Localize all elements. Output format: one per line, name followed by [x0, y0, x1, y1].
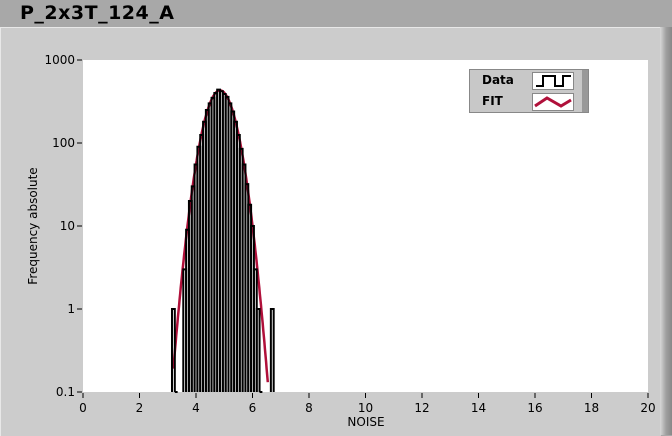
window-title: P_2x3T_124_A: [20, 2, 175, 24]
y-tick-label: 100: [52, 136, 75, 150]
legend-item-data[interactable]: Data: [470, 70, 582, 90]
y-tick-label: 10: [60, 219, 75, 233]
plot-legend[interactable]: Data FIT: [469, 69, 589, 113]
x-axis-label: NOISE: [347, 415, 384, 429]
x-tick-label: 14: [471, 401, 486, 415]
x-tick-label: 18: [584, 401, 599, 415]
y-tick-label: 1: [67, 302, 75, 316]
x-tick-label: 6: [249, 401, 257, 415]
line-plot-icon: [532, 93, 574, 111]
x-tick-label: 12: [414, 401, 429, 415]
x-tick-label: 10: [358, 401, 373, 415]
y-axis-label: Frequency absolute: [26, 167, 40, 284]
x-tick-label: 4: [192, 401, 200, 415]
x-tick-label: 2: [136, 401, 144, 415]
x-tick-label: 16: [527, 401, 542, 415]
x-tick-label: 0: [79, 401, 87, 415]
histogram-bin: [255, 308, 261, 392]
y-tick-label: 1000: [44, 53, 75, 67]
histogram-bin: [170, 308, 176, 392]
panel-edge: [660, 27, 672, 435]
step-line-icon: [532, 72, 574, 90]
y-tick-label: 0.1: [56, 385, 75, 399]
legend-label: FIT: [482, 94, 503, 108]
x-tick-label: 8: [305, 401, 313, 415]
x-tick-label: 20: [640, 401, 655, 415]
legend-item-fit[interactable]: FIT: [470, 91, 582, 111]
legend-label: Data: [482, 73, 514, 87]
histogram-bin: [269, 308, 275, 392]
